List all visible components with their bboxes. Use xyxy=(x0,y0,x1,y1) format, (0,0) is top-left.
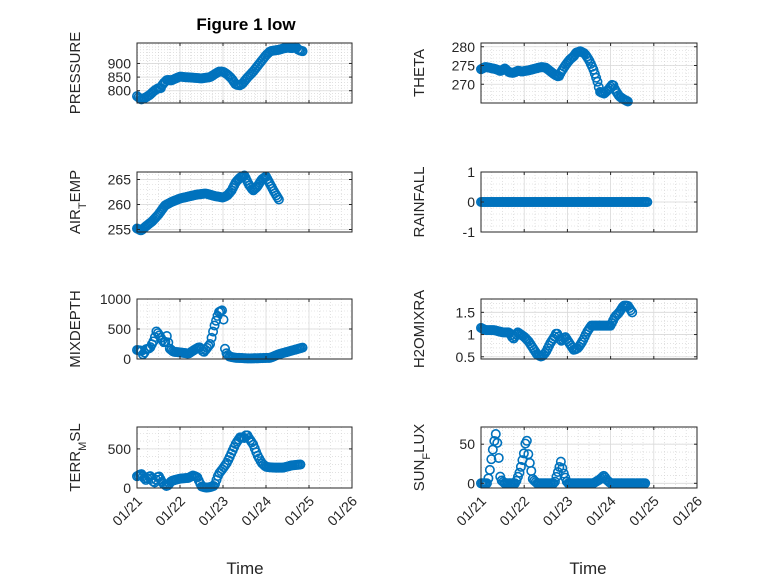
y-tick-label: 1 xyxy=(467,164,475,180)
data-point xyxy=(627,307,638,318)
x-tick-label: 01/26 xyxy=(669,493,705,529)
data-point xyxy=(297,342,308,353)
y-tick-label: 260 xyxy=(108,197,132,213)
subplot-rainfall: -1 0 1 RAINFALL xyxy=(411,164,698,240)
data-point xyxy=(208,326,219,337)
data-point xyxy=(625,305,636,316)
data-point xyxy=(220,460,231,471)
y-tick-label: -1 xyxy=(463,224,476,240)
x-axis-label-left: Time xyxy=(226,559,263,578)
subplot-sun-flux: 0 50 01/21 01/22 01/23 01/24 01/25 01/26 SUNFLUX xyxy=(411,424,705,529)
x-tick-label: 01/21 xyxy=(453,493,489,529)
axes-box xyxy=(136,171,353,233)
y-axis-label: THETA xyxy=(411,49,428,97)
data-point xyxy=(518,448,529,459)
data-point xyxy=(139,473,150,484)
subplot-mixdepth: 0 500 1000 MIXDEPTH xyxy=(67,290,353,368)
y-tick-label: 850 xyxy=(108,69,132,85)
data-point xyxy=(526,465,537,476)
y-axis-label: SUNFLUX xyxy=(411,424,433,492)
data-point xyxy=(211,315,222,326)
y-axis-label: RAINFALL xyxy=(411,167,428,238)
data-point xyxy=(514,467,525,478)
subplot-h2omixra: 0.5 1 1.5 H2OMIXRA xyxy=(411,290,698,368)
y-axis-label: PRESSURE xyxy=(67,32,84,115)
y-tick-label: 265 xyxy=(108,172,132,188)
axes-box xyxy=(480,42,698,104)
axes-box xyxy=(480,426,698,489)
subplot-terr-msl: 0 500 01/21 01/22 01/23 01/24 01/25 01/26 TERRMS… xyxy=(67,423,360,529)
data-point xyxy=(622,96,633,107)
data-point xyxy=(521,435,532,446)
y-tick-label: 280 xyxy=(452,39,476,55)
data-point xyxy=(549,476,560,487)
y-tick-label: 0 xyxy=(467,194,475,210)
y-tick-label: 255 xyxy=(108,222,132,238)
data-point xyxy=(273,194,284,205)
data-point xyxy=(557,463,568,474)
figure-title: Figure 1 low xyxy=(196,15,296,34)
y-axis-label: MIXDEPTH xyxy=(67,290,84,368)
y-tick-label: 50 xyxy=(459,436,475,452)
x-tick-label: 01/21 xyxy=(109,493,145,529)
y-tick-label: 800 xyxy=(108,83,132,99)
x-tick-label: 01/25 xyxy=(626,493,662,529)
y-tick-label: 0 xyxy=(123,480,131,496)
x-tick-label: 01/24 xyxy=(238,493,274,529)
data-point xyxy=(540,348,551,359)
y-tick-label: 0.5 xyxy=(456,349,476,365)
y-tick-label: 0 xyxy=(123,351,131,367)
data-point xyxy=(297,46,308,57)
y-axis-label: TERRMSL xyxy=(67,423,89,491)
data-point xyxy=(218,314,229,325)
y-tick-label: 500 xyxy=(108,441,132,457)
x-tick-label: 01/22 xyxy=(152,493,188,529)
y-tick-label: 1000 xyxy=(100,291,131,307)
data-point xyxy=(492,437,503,448)
x-axis-label-right: Time xyxy=(569,559,606,578)
x-tick-label: 01/24 xyxy=(583,493,619,529)
data-point xyxy=(592,76,603,87)
data-point xyxy=(484,464,495,475)
data-point xyxy=(161,331,172,342)
y-tick-label: 275 xyxy=(452,58,476,74)
y-axis-label: AIRTEMP xyxy=(67,170,89,234)
y-tick-label: 900 xyxy=(108,55,132,71)
data-point xyxy=(555,456,566,467)
data-point xyxy=(642,197,653,208)
y-tick-label: 1.5 xyxy=(456,304,476,320)
x-tick-label: 01/26 xyxy=(324,493,360,529)
y-tick-label: 500 xyxy=(108,321,132,337)
data-point xyxy=(208,480,219,491)
x-tick-label: 01/23 xyxy=(539,493,575,529)
y-tick-label: 0 xyxy=(467,475,475,491)
data-point xyxy=(493,452,504,463)
subplot-theta: 270 275 280 THETA xyxy=(411,39,698,107)
y-tick-label: 270 xyxy=(452,76,476,92)
axes-box xyxy=(136,426,353,489)
x-tick-label: 01/25 xyxy=(281,493,317,529)
data-point xyxy=(209,320,220,331)
axes-box xyxy=(480,298,698,360)
x-tick-label: 01/23 xyxy=(195,493,231,529)
data-point xyxy=(486,454,497,465)
data-point xyxy=(205,339,216,350)
data-point xyxy=(295,459,306,470)
y-tick-label: 1 xyxy=(467,327,475,343)
data-point xyxy=(515,461,526,472)
y-axis-label: H2OMIXRA xyxy=(411,290,428,368)
subplot-air-temp: 255 260 265 AIRTEMP xyxy=(67,170,353,238)
data-point xyxy=(206,332,217,343)
data-point xyxy=(567,342,578,353)
x-tick-label: 01/22 xyxy=(496,493,532,529)
data-point xyxy=(217,305,228,316)
axes-box xyxy=(136,42,353,104)
